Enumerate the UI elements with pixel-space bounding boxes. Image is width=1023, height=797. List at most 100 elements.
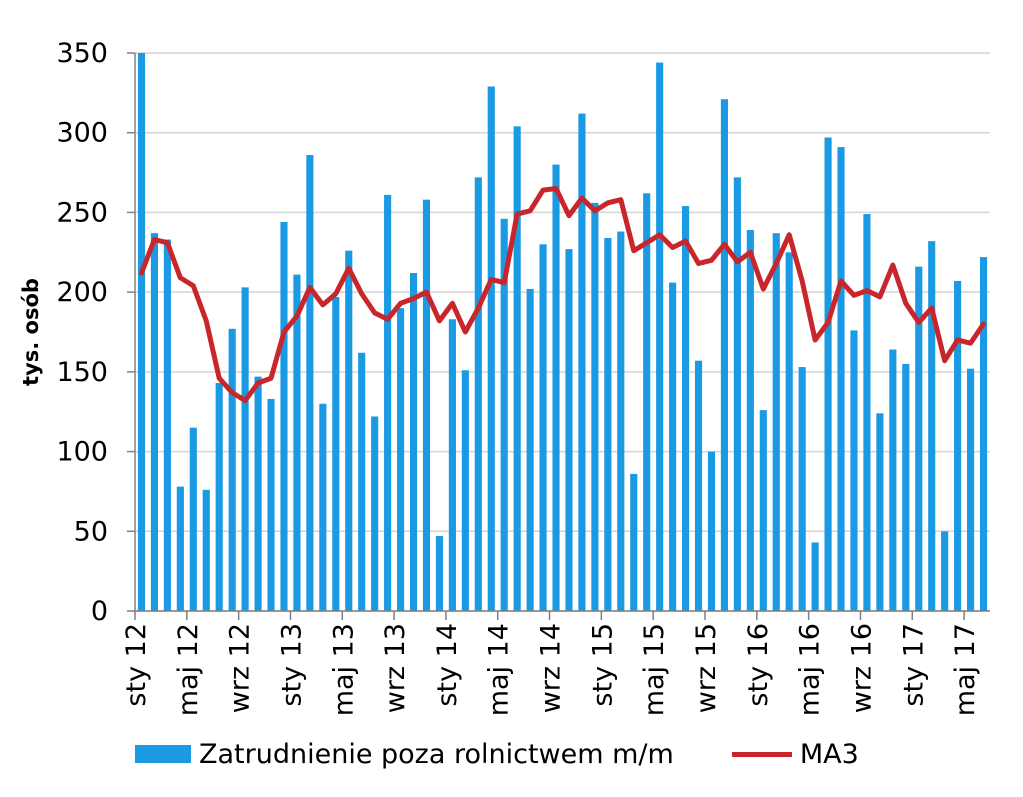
y-tick-label: 350 xyxy=(56,38,108,69)
bar xyxy=(772,233,780,611)
bar xyxy=(578,113,586,611)
bar xyxy=(876,413,884,611)
bar xyxy=(461,370,469,611)
bar xyxy=(397,308,405,611)
bar-series xyxy=(137,53,988,612)
bar xyxy=(306,155,314,611)
bar xyxy=(617,231,625,611)
bar xyxy=(137,53,146,611)
legend-line-swatch xyxy=(731,751,792,757)
bar xyxy=(746,229,754,611)
x-tick-label: wrz 16 xyxy=(846,623,877,713)
x-tick-label: sty 14 xyxy=(432,623,463,707)
bar xyxy=(500,218,508,611)
bar xyxy=(669,282,677,611)
ma3-line xyxy=(138,186,987,404)
bar xyxy=(902,363,910,611)
bar xyxy=(384,194,392,611)
bar xyxy=(371,416,379,611)
bar xyxy=(280,221,288,612)
bar xyxy=(176,486,184,611)
legend-bar-label: Zatrudnienie poza rolnictwem m/m xyxy=(199,738,674,770)
bar xyxy=(345,250,353,611)
legend-bar-swatch xyxy=(135,745,191,763)
bar xyxy=(811,542,819,611)
bar xyxy=(267,398,275,611)
x-tick-label: wrz 12 xyxy=(225,623,256,713)
bar xyxy=(979,257,988,611)
bar xyxy=(850,330,858,611)
x-tick-label: sty 12 xyxy=(121,623,152,707)
bar xyxy=(656,62,664,611)
bar xyxy=(228,328,236,611)
bar xyxy=(202,489,210,611)
x-tick-label: maj 17 xyxy=(950,623,981,716)
x-tick-label: sty 13 xyxy=(276,623,307,707)
legend: Zatrudnienie poza rolnictwem m/m MA3 xyxy=(135,736,859,772)
bar xyxy=(733,177,741,611)
bar xyxy=(526,288,534,611)
bar xyxy=(409,273,418,611)
x-tick-label: wrz 13 xyxy=(380,623,411,713)
y-tick-label: 150 xyxy=(56,357,108,388)
x-tick-label: sty 17 xyxy=(898,623,929,707)
bar xyxy=(863,214,871,611)
bar xyxy=(513,126,521,611)
x-tick-label: sty 15 xyxy=(587,623,618,707)
bar xyxy=(332,296,340,611)
bar xyxy=(150,233,158,611)
x-tick-labels: sty 12 maj 12 wrz 12 sty 13 maj 13 wrz 13 sty … xyxy=(121,611,981,716)
bar xyxy=(319,403,327,611)
bar xyxy=(798,367,806,611)
bar xyxy=(928,241,936,611)
bar xyxy=(604,237,612,611)
bar xyxy=(682,206,690,612)
bar xyxy=(591,202,599,612)
x-tick-label: maj 13 xyxy=(328,623,359,716)
bar xyxy=(435,536,443,611)
x-tick-label: wrz 14 xyxy=(536,623,567,713)
bar xyxy=(241,287,249,611)
x-tick-label: wrz 15 xyxy=(691,623,722,713)
line-series xyxy=(138,186,987,404)
y-tick-label: 100 xyxy=(56,437,108,468)
bar xyxy=(694,360,703,611)
x-tick-label: sty 16 xyxy=(743,623,774,707)
bar xyxy=(358,352,366,611)
bar xyxy=(215,383,223,611)
bar xyxy=(707,451,716,611)
bar xyxy=(422,199,431,612)
bar xyxy=(915,266,923,611)
bar xyxy=(487,86,495,612)
x-tick-label: maj 12 xyxy=(173,623,204,716)
gridlines xyxy=(127,52,990,612)
bar xyxy=(837,147,845,611)
bar xyxy=(474,177,482,611)
y-axis-label: tys. osób xyxy=(19,278,43,386)
y-tick-label: 300 xyxy=(56,118,108,149)
y-tick-label: 50 xyxy=(74,516,108,547)
bar xyxy=(824,137,832,611)
bar xyxy=(539,244,547,611)
bar xyxy=(189,427,197,611)
bar xyxy=(630,473,638,611)
y-tick-labels: 0 50 100 150 200 250 300 350 xyxy=(56,38,108,627)
x-tick-label: maj 16 xyxy=(795,623,826,716)
bar xyxy=(254,376,262,611)
bar xyxy=(448,319,456,611)
bar xyxy=(163,239,171,611)
bar xyxy=(293,274,301,611)
y-tick-label: 0 xyxy=(91,596,108,627)
bar xyxy=(889,349,897,611)
bar xyxy=(759,410,767,611)
legend-line-label: MA3 xyxy=(799,738,859,770)
bar xyxy=(565,249,573,611)
y-tick-label: 250 xyxy=(56,197,108,228)
x-tick-label: maj 15 xyxy=(639,623,670,716)
bar xyxy=(643,193,651,612)
bar xyxy=(785,252,793,612)
bar xyxy=(967,368,975,611)
bar xyxy=(720,99,728,611)
x-tick-label: maj 14 xyxy=(484,623,515,716)
